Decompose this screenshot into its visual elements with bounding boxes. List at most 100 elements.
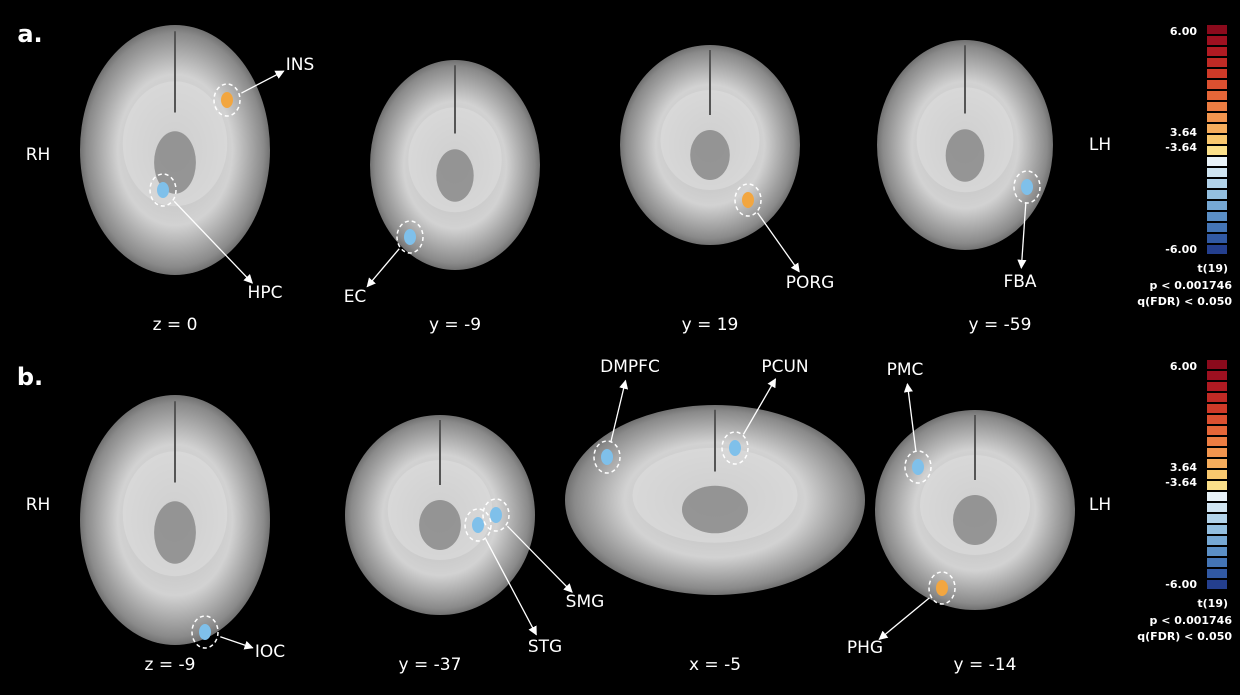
hemisphere-label: LH (1089, 495, 1111, 515)
region-label: SMG (566, 592, 605, 612)
colorbar-label: 6.00 (1170, 360, 1197, 373)
activation-blob (490, 507, 502, 523)
region-circle (721, 431, 749, 465)
colorbar-label: -3.64 (1165, 476, 1197, 489)
colorbar-label: t(19) (1197, 597, 1228, 610)
arrow (742, 378, 777, 435)
colorbar-segment (1207, 146, 1227, 155)
colorbar-segment (1207, 25, 1227, 34)
colorbar-segment (1207, 245, 1227, 254)
region-label: HPC (248, 283, 283, 303)
activation-blob (601, 449, 613, 465)
hemisphere-label: LH (1089, 135, 1111, 155)
hemisphere-label: RH (26, 495, 51, 515)
colorbar-segment (1207, 404, 1227, 413)
region-label: PCUN (761, 357, 808, 377)
colorbar-segment (1207, 503, 1227, 512)
colorbar-segment (1207, 168, 1227, 177)
colorbar-label: p < 0.001746 (1149, 279, 1232, 292)
colorbar-segment (1207, 190, 1227, 199)
slice-coordinate: y = -14 (954, 655, 1017, 675)
activation-blob (404, 229, 416, 245)
colorbar-segment (1207, 580, 1227, 589)
deep-structure (945, 129, 985, 182)
arrow (366, 248, 400, 288)
colorbar-segment (1207, 371, 1227, 380)
arrow (878, 597, 930, 640)
deep-structure (154, 131, 196, 194)
colorbar-label: q(FDR) < 0.050 (1137, 630, 1232, 643)
colorbar-segment (1207, 382, 1227, 391)
colorbar-label: -3.64 (1165, 141, 1197, 154)
arrow (1017, 202, 1027, 269)
arrow (220, 636, 254, 650)
slice-coordinate: y = -9 (429, 315, 481, 335)
colorbar-segment (1207, 481, 1227, 490)
colorbar-segment (1207, 459, 1227, 468)
activation-blob (912, 459, 924, 475)
arrow (241, 70, 285, 94)
region-label: PMC (887, 360, 924, 380)
colorbar-segment (1207, 470, 1227, 479)
colorbar-segment (1207, 547, 1227, 556)
region-label: PORG (786, 273, 835, 293)
region-label: IOC (255, 642, 285, 662)
deep-structure (154, 501, 196, 564)
colorbar-segment (1207, 426, 1227, 435)
deep-structure (682, 485, 748, 534)
region-label: FBA (1003, 272, 1036, 292)
arrow (485, 538, 537, 636)
colorbar-label: 3.64 (1170, 126, 1197, 139)
activation-blob (729, 440, 741, 456)
colorbar-segment (1207, 102, 1227, 111)
colorbar-label: 3.64 (1170, 461, 1197, 474)
slice-coordinate: z = -9 (145, 655, 196, 675)
region-label: PHG (847, 638, 883, 658)
colorbar-label: p < 0.001746 (1149, 614, 1232, 627)
region-circle (464, 508, 492, 542)
deep-structure (953, 495, 997, 545)
activation-blob (936, 580, 948, 596)
colorbar-segment (1207, 69, 1227, 78)
panel-label: b. (17, 363, 43, 391)
region-circle (482, 498, 510, 532)
colorbar-segment (1207, 124, 1227, 133)
arrow (757, 212, 800, 273)
region-label: STG (528, 637, 562, 657)
slice-coordinate: y = 19 (682, 315, 739, 335)
colorbar-label: 6.00 (1170, 25, 1197, 38)
colorbar-segment (1207, 36, 1227, 45)
region-circle (149, 173, 177, 207)
activation-blob (199, 624, 211, 640)
region-circle (904, 450, 932, 484)
colorbar-label: t(19) (1197, 262, 1228, 275)
colorbar-segment (1207, 492, 1227, 501)
colorbar-label: q(FDR) < 0.050 (1137, 295, 1232, 308)
colorbar-segment (1207, 558, 1227, 567)
slice-coordinate: z = 0 (153, 315, 198, 335)
colorbar-segment (1207, 135, 1227, 144)
slice-coordinate: y = -59 (969, 315, 1032, 335)
colorbar-segment (1207, 113, 1227, 122)
colorbar-segment (1207, 514, 1227, 523)
region-circle (396, 220, 424, 254)
colorbar-segment (1207, 525, 1227, 534)
slice-coordinate: x = -5 (689, 655, 741, 675)
region-label: INS (286, 55, 315, 75)
colorbar-label: -6.00 (1165, 243, 1197, 256)
activation-blob (742, 192, 754, 208)
region-label: DMPFC (600, 357, 660, 377)
colorbar-segment (1207, 360, 1227, 369)
region-circle (734, 183, 762, 217)
colorbar-segment (1207, 393, 1227, 402)
colorbar-segment (1207, 212, 1227, 221)
region-circle (928, 571, 956, 605)
deep-structure (436, 149, 474, 202)
colorbar-segment (1207, 415, 1227, 424)
slice-coordinate: y = -37 (399, 655, 462, 675)
deep-structure (419, 500, 461, 550)
region-circle (213, 83, 241, 117)
colorbar-segment (1207, 157, 1227, 166)
colorbar-segment (1207, 437, 1227, 446)
